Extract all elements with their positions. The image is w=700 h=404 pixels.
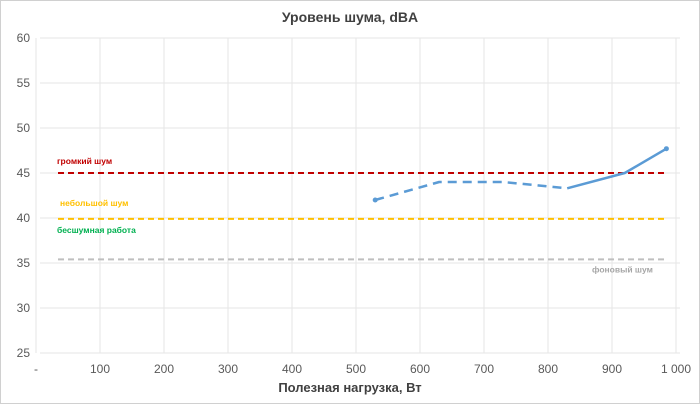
x-tick-label: 100 — [90, 362, 110, 376]
y-tick-label: 40 — [17, 211, 31, 225]
x-tick-label: 600 — [410, 362, 430, 376]
chart-title: Уровень шума, dBA — [281, 9, 419, 25]
y-tick-label: 35 — [17, 256, 31, 270]
y-tick-label: 30 — [17, 301, 31, 315]
series-line-dashed — [374, 180, 568, 202]
annotation-label: фоновый шум — [592, 264, 653, 274]
y-tick-label: 60 — [17, 31, 31, 45]
x-axis-title: Полезная нагрузка, Вт — [278, 380, 422, 395]
series-point — [663, 146, 669, 152]
series-point — [372, 197, 378, 203]
series-line-solid — [566, 147, 668, 190]
y-tick-label: 55 — [17, 76, 31, 90]
annotation-label: громкий шум — [57, 156, 112, 166]
x-tick-label: 800 — [538, 362, 558, 376]
x-tick-label: 300 — [218, 362, 238, 376]
x-tick-label: 200 — [154, 362, 174, 376]
y-tick-label: 50 — [17, 121, 31, 135]
y-tick-label: 45 — [17, 166, 31, 180]
annotation-label: небольшой шум — [60, 198, 128, 208]
x-tick-label: 700 — [474, 362, 494, 376]
x-tick-label: 400 — [282, 362, 302, 376]
x-tick-label: 900 — [602, 362, 622, 376]
annotation-label: бесшумная работа — [57, 225, 136, 235]
x-tick-label: 1 000 — [661, 362, 691, 376]
y-tick-label: 25 — [17, 346, 31, 360]
x-tick-label: 500 — [346, 362, 366, 376]
x-tick-label: - — [34, 362, 38, 376]
